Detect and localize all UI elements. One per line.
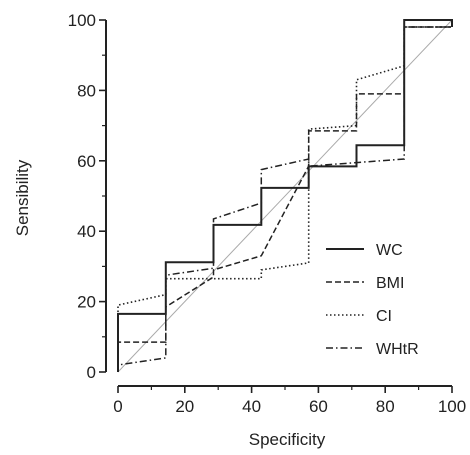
reference-diagonal-line <box>117 19 453 373</box>
x-tick-label: 100 <box>438 397 466 416</box>
x-tick-label: 60 <box>309 397 328 416</box>
legend-label-bmi: BMI <box>376 275 404 292</box>
y-tick-label: 80 <box>77 81 96 100</box>
series-lines <box>117 19 453 373</box>
legend-label-ci: CI <box>376 308 392 325</box>
x-tick-label: 80 <box>376 397 395 416</box>
axes <box>105 20 452 387</box>
y-axis-title: Sensibility <box>13 159 32 236</box>
y-tick-label: 0 <box>87 363 96 382</box>
y-tick-label: 60 <box>77 152 96 171</box>
legend-label-wc: WC <box>376 242 403 259</box>
x-tick-label: 20 <box>175 397 194 416</box>
series-line-bmi <box>117 26 452 372</box>
legend: WC BMI CI WHtR <box>326 242 419 358</box>
x-tick-label: 40 <box>242 397 261 416</box>
x-axis-title: Specificity <box>249 430 326 449</box>
y-tick-label: 20 <box>77 293 96 312</box>
legend-label-whtr: WHtR <box>376 341 419 358</box>
y-tick-label: 100 <box>68 11 96 30</box>
series-line-ci <box>117 26 452 372</box>
tick-labels: 0 20 40 60 80 100 0 20 40 60 80 100 <box>68 11 467 416</box>
series-line-whtr <box>117 26 452 372</box>
y-tick-label: 40 <box>77 222 96 241</box>
x-tick-label: 0 <box>113 397 122 416</box>
